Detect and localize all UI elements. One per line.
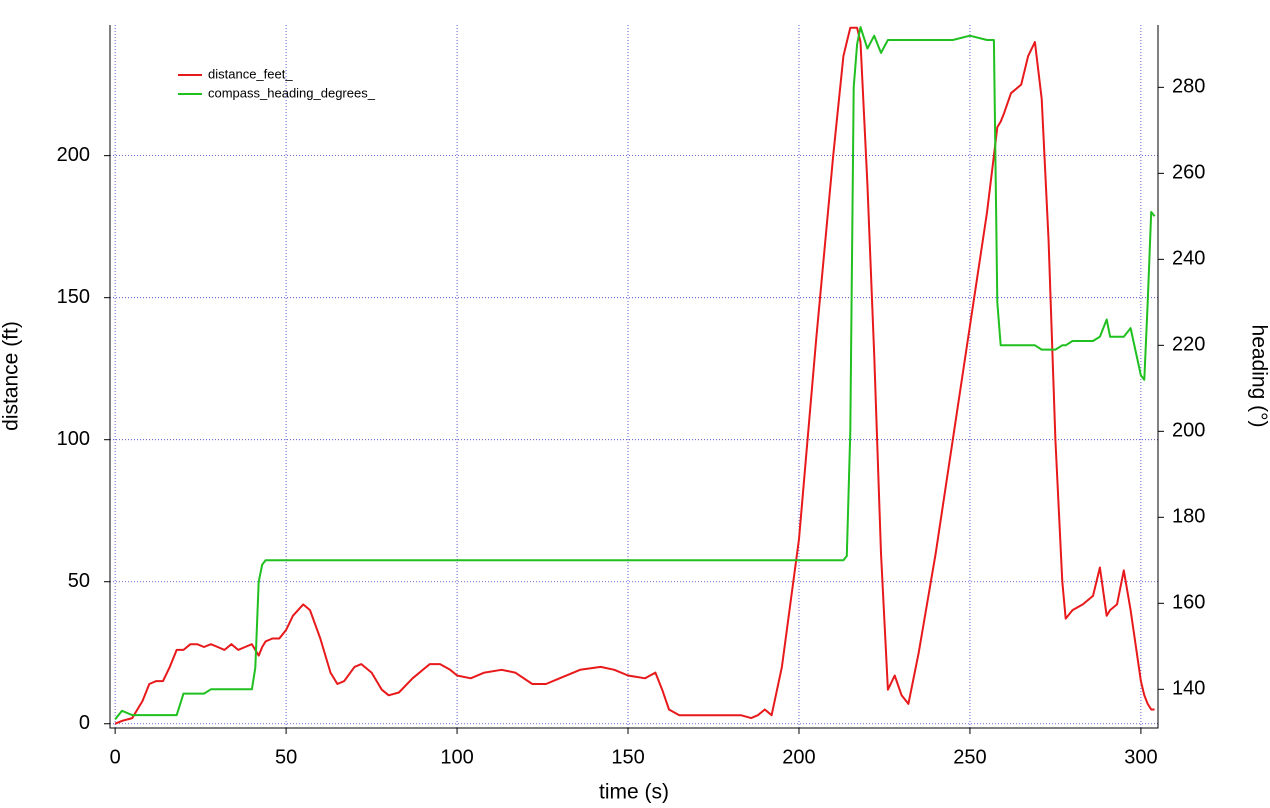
y2-tick-label: 180 xyxy=(1172,506,1205,528)
x-tick-label: 300 xyxy=(1124,746,1157,768)
legend-label: distance_feet_ xyxy=(208,66,293,81)
x-tick-label: 150 xyxy=(611,746,644,768)
y2-axis-label: heading (°) xyxy=(1247,325,1270,428)
x-tick-label: 250 xyxy=(953,746,986,768)
y-tick-label: 100 xyxy=(57,428,90,450)
y2-tick-label: 280 xyxy=(1172,76,1205,98)
y2-tick-label: 220 xyxy=(1172,334,1205,356)
axis-frame xyxy=(109,25,1159,729)
y-tick-label: 0 xyxy=(79,712,90,734)
y2-tick-label: 160 xyxy=(1172,592,1205,614)
legend-label: compass_heading_degrees_ xyxy=(208,85,376,100)
x-axis-label: time (s) xyxy=(599,781,669,804)
data-line xyxy=(114,26,1155,725)
x-tick-label: 50 xyxy=(275,746,297,768)
y2-tick-label: 140 xyxy=(1172,678,1205,700)
y2-tick-label: 240 xyxy=(1172,248,1205,270)
y-axis-label: distance (ft) xyxy=(0,321,23,431)
y-tick-label: 50 xyxy=(68,570,90,592)
x-tick-label: 100 xyxy=(440,746,473,768)
x-tick-label: 0 xyxy=(110,746,121,768)
y-tick-label: 150 xyxy=(57,286,90,308)
y-tick-label: 200 xyxy=(57,144,90,166)
y2-tick-label: 200 xyxy=(1172,420,1205,442)
x-tick-label: 200 xyxy=(782,746,815,768)
y2-tick-label: 260 xyxy=(1172,162,1205,184)
data-line xyxy=(114,26,1156,721)
